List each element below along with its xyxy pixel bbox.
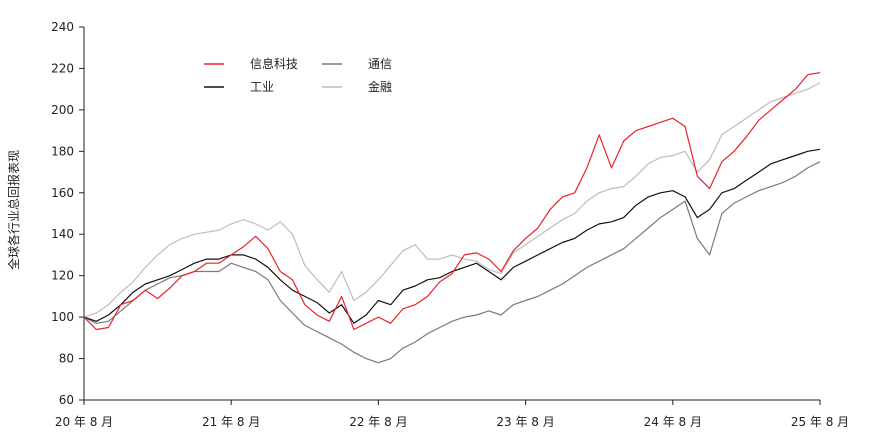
- x-tick-label: 25 年 8 月: [791, 415, 849, 429]
- x-tick-label: 21 年 8 月: [202, 415, 260, 429]
- y-tick-label: 80: [59, 352, 74, 366]
- series-line-2: [83, 161, 821, 364]
- series-layer: [83, 72, 821, 364]
- y-tick-label: 160: [51, 186, 74, 200]
- y-tick-label: 200: [51, 103, 74, 117]
- x-tick-label: 23 年 8 月: [496, 415, 554, 429]
- y-axis: 60 80 100 120 140 160 180 200 220 240: [51, 20, 85, 407]
- x-tick-label: 20 年 8 月: [55, 415, 113, 429]
- y-tick-label: 100: [51, 310, 74, 324]
- legend-label-2: 通信: [368, 57, 392, 71]
- y-tick-label: 60: [59, 393, 74, 407]
- y-axis-label: 全球各行业总回报表现: [6, 150, 21, 270]
- legend-label-3: 金融: [368, 79, 392, 94]
- y-tick-label: 220: [51, 61, 74, 75]
- legend-label-0: 信息科技: [250, 56, 298, 71]
- x-tick-label: 24 年 8 月: [644, 415, 702, 429]
- series-line-0: [83, 72, 821, 331]
- legend-label-1: 工业: [250, 80, 274, 94]
- y-tick-label: 140: [51, 227, 74, 241]
- y-tick-label: 120: [51, 269, 74, 283]
- y-tick-label: 180: [51, 144, 74, 158]
- series-line-3: [83, 82, 821, 318]
- x-axis: 20 年 8 月 21 年 8 月 22 年 8 月 23 年 8 月 24 年 8 月…: [55, 399, 849, 429]
- y-tick-label: 240: [51, 20, 74, 34]
- series-line-1: [83, 148, 821, 324]
- x-tick-label: 22 年 8 月: [349, 415, 407, 429]
